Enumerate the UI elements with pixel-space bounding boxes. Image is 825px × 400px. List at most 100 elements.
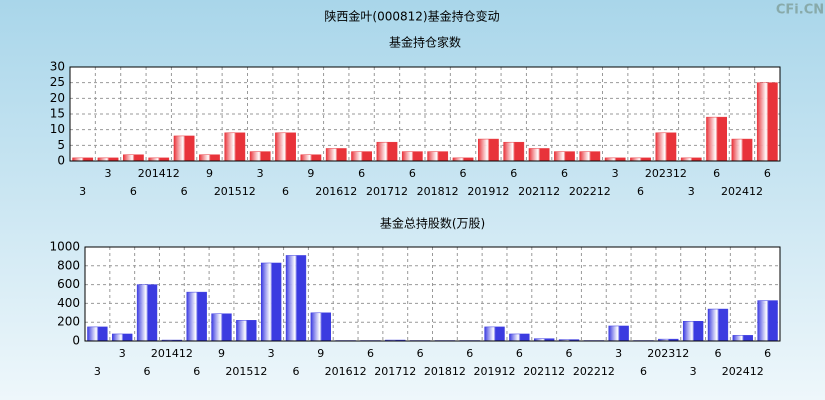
x-tick-label: 201712: [374, 365, 416, 378]
bar: [285, 255, 307, 342]
bar: [401, 151, 423, 162]
x-tick-label: 3: [612, 167, 619, 180]
y-tick-label: 30: [50, 60, 65, 74]
bar: [199, 154, 220, 162]
bar: [608, 325, 629, 342]
x-tick-label: 6: [561, 167, 568, 180]
bar: [310, 312, 331, 342]
bar: [528, 148, 550, 162]
x-tick-label: 201512: [225, 365, 267, 378]
bar: [682, 321, 704, 342]
x-tick-label: 201512: [214, 185, 256, 198]
bar: [509, 333, 530, 342]
bar: [211, 313, 232, 342]
bar: [136, 284, 158, 342]
bar: [731, 138, 753, 162]
x-tick-label: 6: [637, 185, 644, 198]
y-tick-label: 0: [57, 154, 65, 168]
x-tick-label: 6: [130, 185, 137, 198]
y-tick-label: 10: [50, 122, 65, 136]
bar: [236, 320, 257, 342]
x-tick-label: 3: [615, 347, 622, 360]
bar: [173, 135, 195, 162]
y-tick-label: 0: [72, 334, 80, 348]
y-tick-label: 600: [57, 277, 80, 291]
x-tick-label: 6: [764, 347, 771, 360]
bar: [427, 151, 449, 162]
bar: [478, 138, 499, 162]
bar: [554, 151, 575, 162]
bar: [756, 82, 778, 162]
y-tick-label: 15: [50, 107, 65, 121]
x-tick-label: 6: [292, 365, 299, 378]
bar: [707, 308, 729, 342]
bar: [224, 132, 246, 162]
plot-border: [84, 246, 781, 342]
x-tick-label: 201412: [138, 167, 180, 180]
x-tick-label: 9: [218, 347, 225, 360]
x-tick-label: 6: [713, 167, 720, 180]
bar: [123, 154, 144, 162]
x-tick-label: 201912: [474, 365, 516, 378]
y-tick-label: 5: [57, 138, 65, 152]
x-tick-label: 6: [181, 185, 188, 198]
plot-border: [69, 66, 781, 162]
x-tick-label: 3: [119, 347, 126, 360]
x-tick-label: 6: [144, 365, 151, 378]
x-tick-label: 9: [307, 167, 314, 180]
x-tick-label: 201612: [315, 185, 357, 198]
bar: [757, 300, 778, 342]
x-tick-label: 201812: [417, 185, 459, 198]
x-tick-label: 3: [105, 167, 112, 180]
bar: [484, 326, 505, 342]
bar: [300, 154, 322, 162]
x-tick-label: 201912: [467, 185, 509, 198]
y-tick-label: 20: [50, 91, 65, 105]
bar: [275, 132, 296, 162]
chart-title: 基金总持股数(万股): [380, 216, 485, 231]
x-tick-label: 202412: [722, 365, 764, 378]
x-tick-label: 6: [714, 347, 721, 360]
x-tick-label: 6: [460, 167, 467, 180]
x-tick-label: 3: [257, 167, 264, 180]
bar: [706, 116, 728, 162]
x-tick-label: 202212: [569, 185, 611, 198]
bar: [325, 148, 347, 162]
bar: [351, 151, 373, 162]
x-tick-label: 6: [417, 347, 424, 360]
x-tick-label: 6: [764, 167, 771, 180]
x-tick-label: 201812: [424, 365, 466, 378]
x-tick-label: 3: [94, 365, 101, 378]
bar: [186, 291, 207, 342]
x-tick-label: 6: [640, 365, 647, 378]
page-title: 陕西金叶(000812)基金持仓变动: [324, 9, 499, 24]
x-tick-label: 201612: [325, 365, 367, 378]
x-tick-label: 3: [690, 365, 697, 378]
bar: [655, 132, 677, 162]
bar: [249, 151, 271, 162]
x-tick-label: 6: [566, 347, 573, 360]
x-tick-label: 6: [510, 167, 517, 180]
x-tick-label: 6: [282, 185, 289, 198]
x-tick-label: 201712: [366, 185, 408, 198]
x-tick-label: 202112: [518, 185, 560, 198]
x-tick-label: 9: [206, 167, 213, 180]
x-tick-label: 6: [193, 365, 200, 378]
x-tick-label: 3: [79, 185, 86, 198]
y-tick-label: 200: [57, 315, 80, 329]
x-tick-label: 6: [466, 347, 473, 360]
bar: [503, 141, 525, 162]
x-tick-label: 202312: [645, 167, 687, 180]
y-tick-label: 1000: [49, 240, 80, 254]
watermark: CFi.CN: [776, 3, 824, 18]
bar: [112, 333, 133, 342]
x-tick-label: 202212: [573, 365, 615, 378]
bar: [376, 141, 398, 162]
y-tick-label: 25: [50, 75, 65, 89]
x-tick-label: 6: [516, 347, 523, 360]
bar: [260, 262, 282, 342]
chart-title: 基金持仓家数: [389, 35, 461, 50]
x-tick-label: 3: [688, 185, 695, 198]
x-tick-label: 6: [367, 347, 374, 360]
